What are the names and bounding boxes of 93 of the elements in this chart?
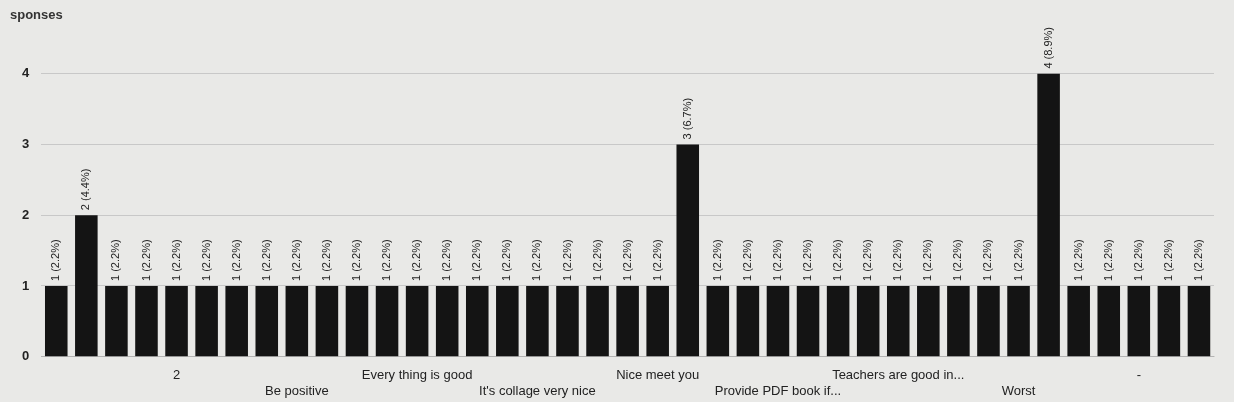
- bar: [736, 286, 760, 357]
- bar: [586, 286, 609, 357]
- x-tick-label: Nice meet you: [616, 367, 700, 383]
- data-label: 1 (2.2%): [1011, 239, 1024, 281]
- bar: [1067, 286, 1090, 357]
- bar: [496, 286, 519, 357]
- bar: [135, 286, 158, 357]
- data-label: 1 (2.2%): [530, 239, 543, 281]
- data-label: 1 (2.2%): [1161, 239, 1174, 281]
- data-label: 1 (2.2%): [1131, 239, 1144, 281]
- bar: [917, 286, 940, 357]
- data-label: 1 (2.2%): [710, 239, 723, 281]
- bar: [526, 286, 549, 357]
- data-label: 1 (2.2%): [199, 239, 212, 281]
- x-tick-label: Be positive: [265, 382, 329, 398]
- bar: [315, 286, 339, 357]
- bar: [225, 286, 248, 357]
- chart-title: sponses: [10, 7, 63, 23]
- x-tick-label: -: [1136, 367, 1141, 383]
- bar: [1097, 286, 1121, 357]
- bar: [856, 286, 880, 357]
- bar: [766, 286, 790, 357]
- bar: [375, 286, 399, 357]
- data-label: 1 (2.2%): [1101, 239, 1114, 281]
- bar: [44, 286, 68, 357]
- bar: [1127, 286, 1151, 357]
- data-label: 1 (2.2%): [500, 239, 513, 281]
- bar: [75, 215, 98, 357]
- data-label: 1 (2.2%): [139, 239, 152, 281]
- data-label: 2 (4.4%): [79, 168, 92, 211]
- data-label: 3 (6.7%): [680, 97, 693, 140]
- data-label: 1 (2.2%): [109, 239, 122, 281]
- y-tick-label: 1: [22, 277, 30, 293]
- bar: [826, 286, 850, 357]
- data-label: 1 (2.2%): [891, 239, 904, 281]
- x-tick-label: Worst: [1001, 382, 1036, 398]
- data-label: 1 (2.2%): [259, 239, 272, 281]
- x-tick-label: It's collage very nice: [479, 382, 596, 398]
- x-tick-label: Every thing is good: [361, 367, 473, 383]
- data-label: 1 (2.2%): [861, 239, 874, 281]
- data-label: 1 (2.2%): [650, 239, 663, 281]
- data-label: 1 (2.2%): [440, 239, 453, 281]
- data-label: 1 (2.2%): [560, 239, 573, 281]
- data-label: 1 (2.2%): [169, 239, 182, 281]
- bar: [706, 286, 730, 357]
- bar: [1157, 286, 1181, 357]
- y-tick-label: 4: [22, 65, 30, 81]
- bar: [1187, 286, 1211, 357]
- data-label: 1 (2.2%): [831, 239, 844, 281]
- bar: [646, 286, 669, 357]
- data-label: 1 (2.2%): [1071, 239, 1084, 281]
- data-label: 1 (2.2%): [1192, 239, 1204, 281]
- x-tick-label: 2: [172, 367, 181, 383]
- data-label: 1 (2.2%): [921, 239, 934, 281]
- data-label: 1 (2.2%): [380, 239, 393, 281]
- x-tick-label: Provide PDF book if...: [714, 382, 842, 398]
- bar: [947, 286, 970, 357]
- bar: [165, 286, 188, 357]
- bar: [285, 286, 309, 357]
- bar: [977, 286, 1000, 357]
- bar: [1037, 73, 1060, 357]
- bar: [1007, 286, 1030, 357]
- data-label: 1 (2.2%): [981, 239, 994, 281]
- data-label: 1 (2.2%): [801, 239, 814, 281]
- data-label: 1 (2.2%): [319, 239, 332, 281]
- data-label: 1 (2.2%): [771, 239, 783, 281]
- bar: [556, 286, 579, 357]
- y-tick-label: 3: [22, 135, 30, 151]
- y-tick-label: 0: [22, 348, 30, 364]
- data-label: 1 (2.2%): [229, 239, 242, 281]
- data-label: 1 (2.2%): [350, 239, 363, 281]
- data-label: 1 (2.2%): [470, 239, 483, 281]
- data-label: 1 (2.2%): [289, 239, 302, 281]
- bar: [345, 286, 369, 357]
- data-label: 1 (2.2%): [410, 239, 423, 281]
- y-tick-label: 2: [22, 206, 30, 222]
- bar: [796, 286, 820, 357]
- data-label: 1 (2.2%): [740, 239, 753, 281]
- data-label: 1 (2.2%): [590, 239, 603, 281]
- bar: [195, 286, 218, 357]
- bar: [676, 144, 700, 357]
- data-label: 1 (2.2%): [620, 239, 633, 281]
- bar: [886, 286, 910, 357]
- bar: [405, 286, 429, 357]
- data-label: 1 (2.2%): [951, 239, 964, 281]
- data-label: 4 (8.9%): [1041, 27, 1054, 69]
- data-label: 1 (2.2%): [49, 239, 62, 281]
- bar: [465, 286, 489, 357]
- x-tick-label: Teachers are good in...: [832, 367, 965, 383]
- bar: [435, 286, 459, 357]
- bar: [105, 286, 128, 357]
- bar: [616, 286, 639, 357]
- bar: [255, 286, 279, 357]
